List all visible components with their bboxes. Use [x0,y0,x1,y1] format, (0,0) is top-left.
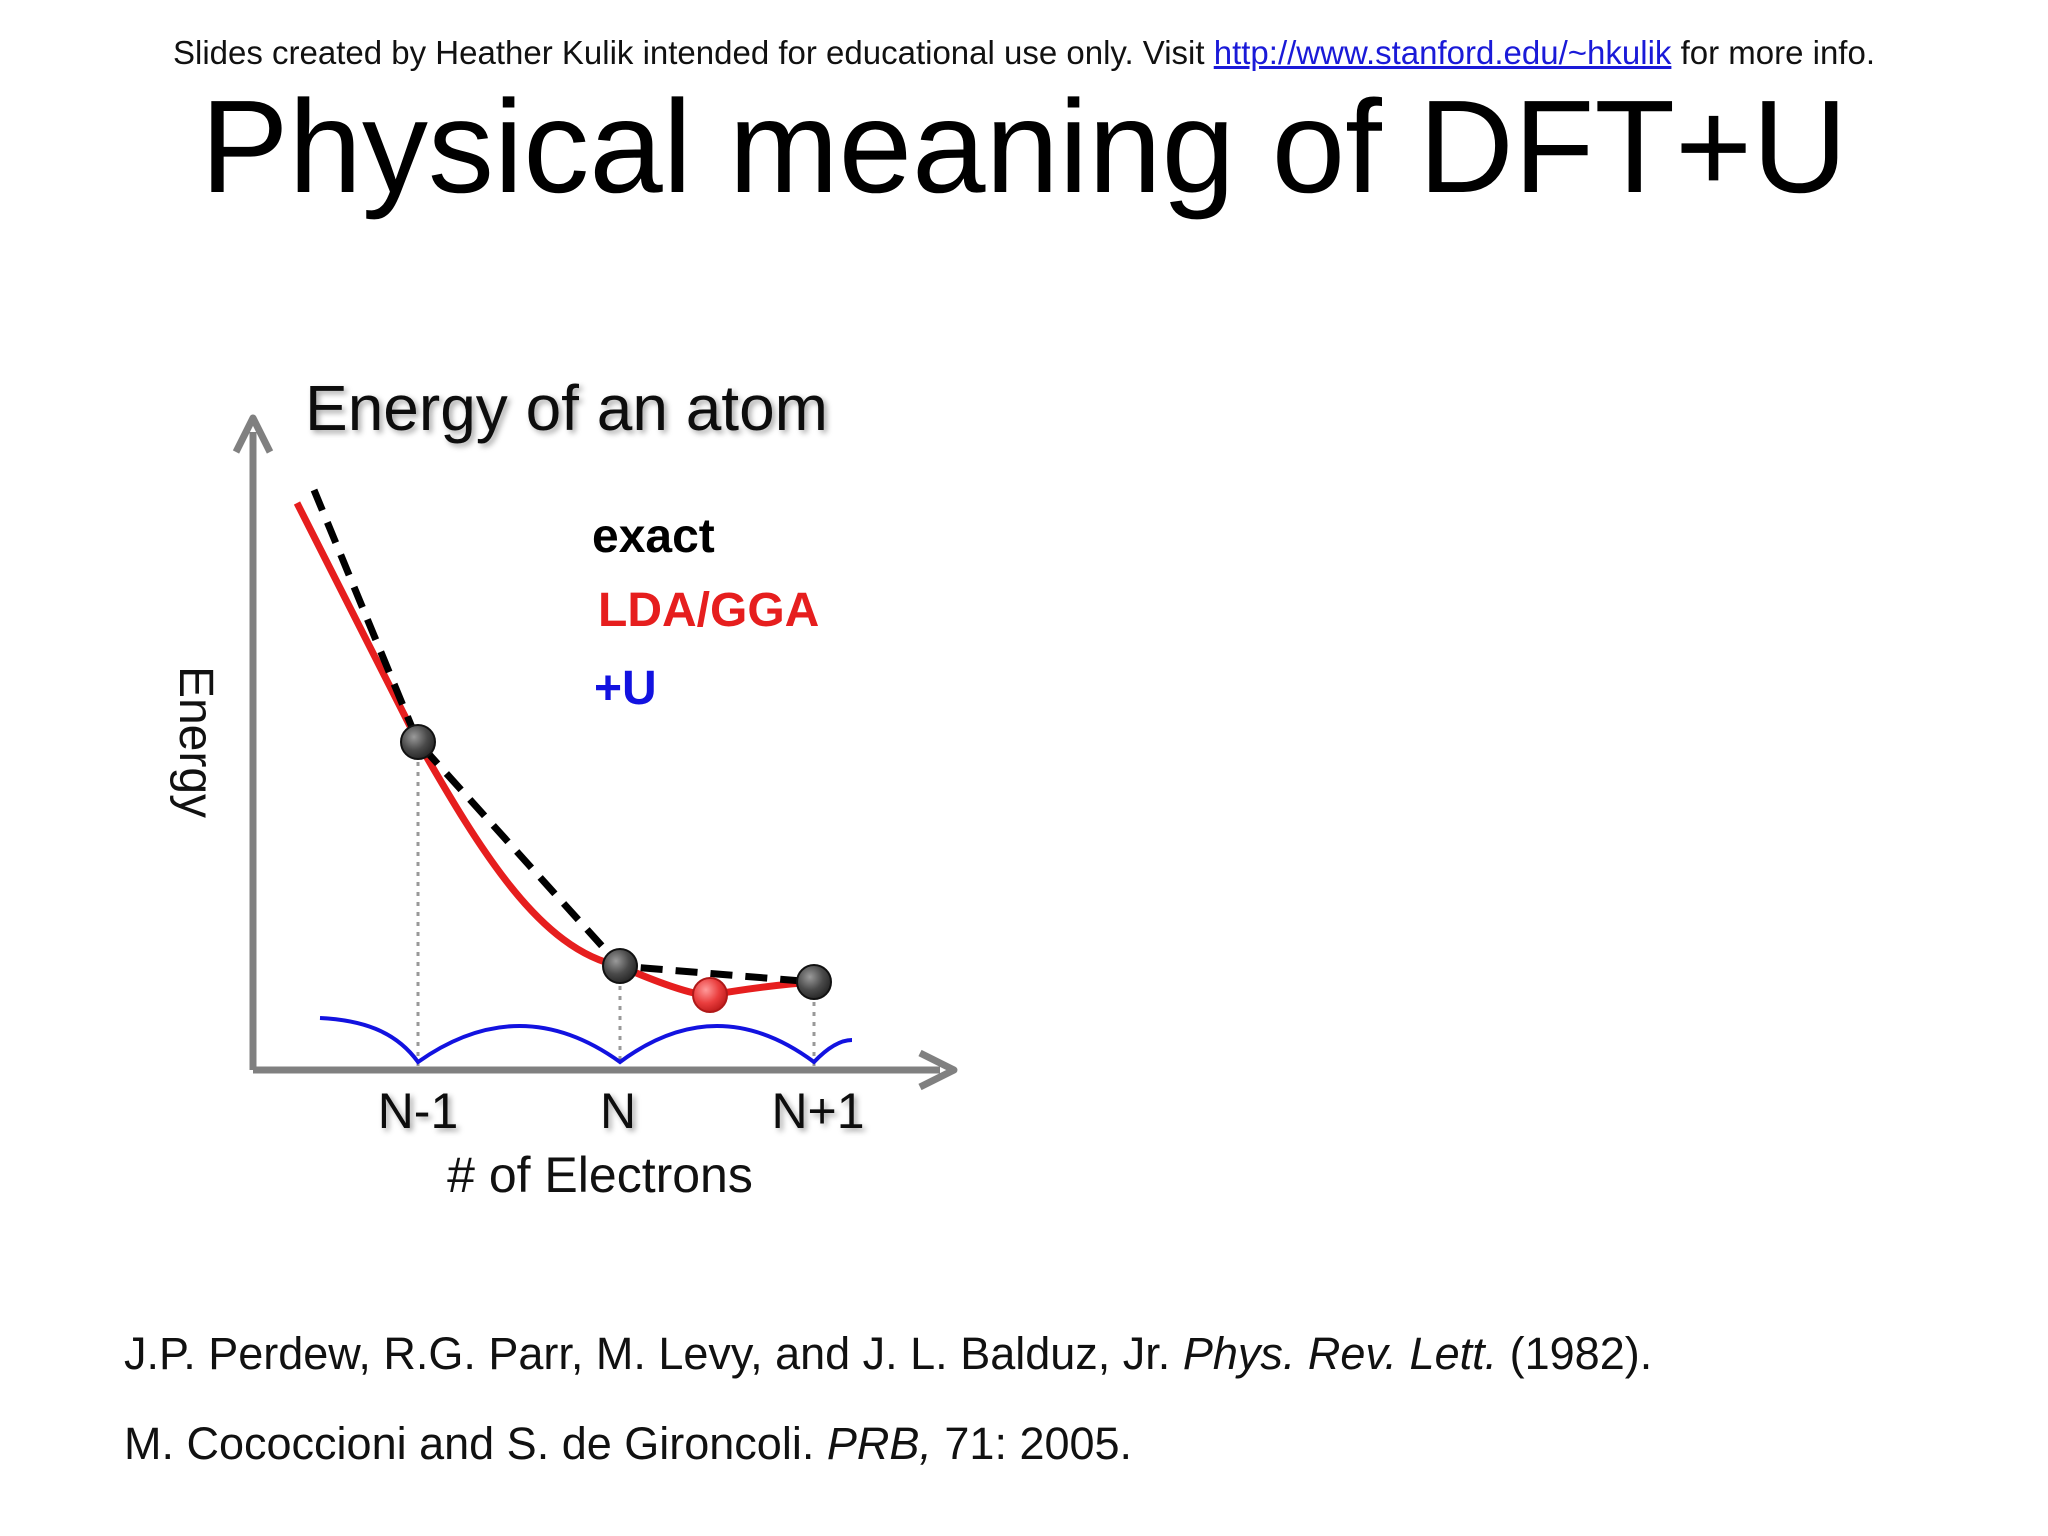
reference-2-authors: M. Cococcioni and S. de Gironcoli. [124,1418,815,1469]
tick-label-n-minus-1: N-1 [378,1083,459,1139]
hkulik-link[interactable]: http://www.stanford.edu/~hkulik [1213,34,1672,71]
lda-gga-curve [293,501,815,999]
legend-lda-gga: LDA/GGA [598,584,819,637]
reference-2-details: 71: 2005. [944,1418,1133,1469]
tick-label-n: N [600,1083,636,1139]
tick-label-n-plus-1: N+1 [771,1083,864,1139]
attribution-text-end: for more info. [1680,34,1875,71]
y-axis-arrow-icon [232,414,274,454]
legend-exact: exact [592,510,715,563]
y-axis-label: Energy [169,666,222,818]
reference-1-authors: J.P. Perdew, R.G. Parr, M. Levy, and J. … [124,1328,1171,1379]
reference-1-details: (1982). [1509,1328,1653,1379]
reference-2-journal: PRB, [826,1418,932,1469]
reference-1: J.P. Perdew, R.G. Parr, M. Levy, and J. … [124,1328,1652,1380]
attribution-note: Slides created by Heather Kulik intended… [0,34,2048,72]
lda-minimum-point [692,977,728,1013]
legend-plus-u: +U [594,662,657,715]
attribution-text: Slides created by Heather Kulik intended… [173,34,1205,71]
x-axis-label: # of Electrons [447,1147,753,1203]
x-axis-arrow-icon [918,1049,958,1091]
exact-point-n-plus-1 [796,964,832,1000]
plus-u-curve [319,1016,853,1065]
exact-point-n [602,948,638,984]
exact-curve [310,488,815,986]
reference-2: M. Cococcioni and S. de Gironcoli. PRB, … [124,1418,1132,1470]
exact-point-n-minus-1 [400,724,436,760]
reference-1-journal: Phys. Rev. Lett. [1182,1328,1498,1379]
figure-title: Energy of an atom [305,372,828,444]
slide-title: Physical meaning of DFT+U [200,73,1848,220]
